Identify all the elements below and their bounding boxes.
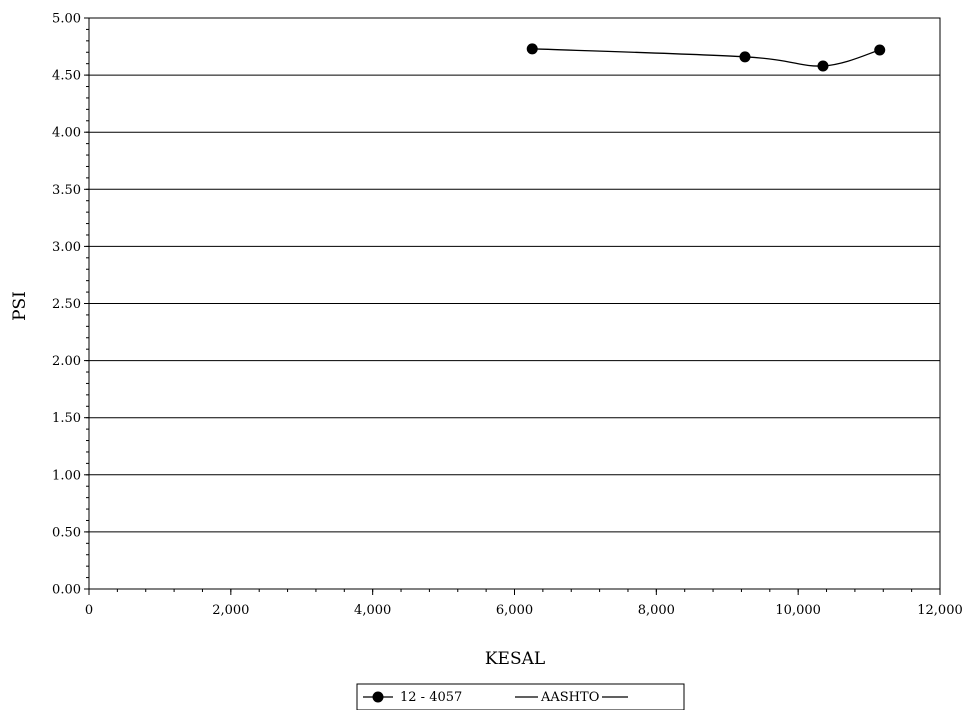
y-tick-label: 4.00 [52, 126, 81, 141]
series-layer [526, 43, 886, 72]
legend: 12 - 4057 AASHTO [356, 683, 685, 710]
series-1-point [739, 51, 751, 63]
x-tick-label: 12,000 [917, 603, 963, 618]
y-tick-label: 5.00 [52, 12, 81, 27]
x-tick-label: 2,000 [212, 603, 249, 618]
y-tick-label: 1.50 [52, 411, 81, 426]
x-tick-label: 6,000 [496, 603, 533, 618]
x-tick-label: 0 [85, 603, 93, 618]
series-1-point [526, 43, 538, 55]
grid-layer [89, 17, 940, 533]
legend-series-1-marker [372, 691, 384, 703]
x-tick-label: 10,000 [775, 603, 821, 618]
legend-series-2-label: AASHTO [540, 690, 599, 705]
y-tick-label: 2.00 [52, 354, 81, 369]
series-1-line [532, 48, 880, 67]
y-tick-label: 1.00 [52, 468, 81, 483]
y-tick-label: 0.50 [52, 525, 81, 540]
x-tick-label: 4,000 [354, 603, 391, 618]
ticks-layer: 0.00 0.50 1.00 1.50 2.00 2.50 3.00 3.50 4.00 4.50… [52, 12, 963, 619]
y-tick-label: 2.50 [52, 297, 81, 312]
x-tick-label: 8,000 [638, 603, 675, 618]
series-1-point [817, 60, 829, 72]
legend-series-1-label: 12 - 4057 [400, 690, 462, 705]
x-axis-title: KESAL [485, 649, 545, 669]
y-axis-title: PSI [10, 291, 30, 321]
y-tick-label: 0.00 [52, 583, 81, 598]
y-tick-label: 4.50 [52, 69, 81, 84]
y-tick-label: 3.00 [52, 240, 81, 255]
y-tick-label: 3.50 [52, 183, 81, 198]
series-1-point [874, 44, 886, 56]
